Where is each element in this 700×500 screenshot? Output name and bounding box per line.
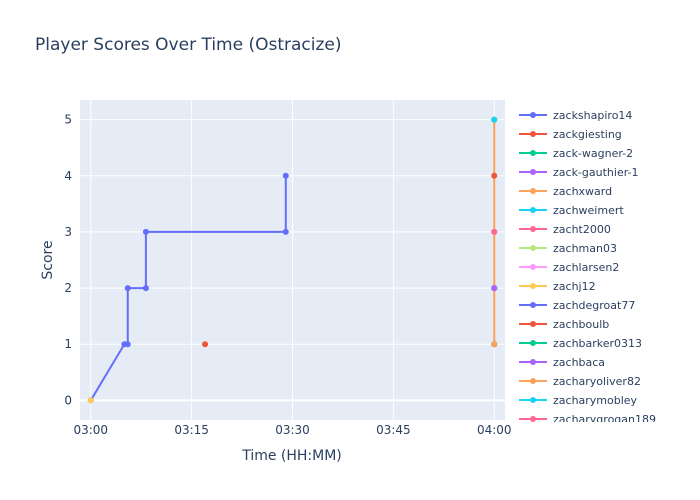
data-point	[202, 341, 209, 348]
legend-label: zachweimert	[553, 204, 624, 217]
legend-label: zachdegroat77	[553, 299, 635, 312]
legend-swatch-marker	[530, 302, 536, 308]
legend-swatch-marker	[530, 226, 536, 232]
x-tick-label: 03:00	[73, 423, 108, 437]
legend-label: zachman03	[553, 242, 617, 255]
x-axis-title: Time (HH:MM)	[241, 448, 342, 464]
legend-label: zack-wagner-2	[553, 147, 633, 160]
data-point	[87, 397, 94, 404]
data-point	[282, 228, 289, 235]
data-point	[142, 285, 149, 292]
chart-title: Player Scores Over Time (Ostracize)	[35, 35, 342, 55]
legend-item[interactable]: zachweimert	[519, 204, 624, 217]
legend-swatch-marker	[530, 397, 536, 403]
legend-label: zackgiesting	[553, 128, 622, 141]
legend-swatch-marker	[530, 416, 536, 422]
legend-label: zachbaca	[553, 356, 605, 369]
legend-label: zacht2000	[553, 223, 611, 236]
y-tick-label: 5	[64, 113, 72, 127]
y-tick-label: 3	[64, 225, 72, 239]
legend-label: zachlarsen2	[553, 261, 619, 274]
data-point	[491, 116, 498, 123]
data-point	[142, 228, 149, 235]
legend-item[interactable]: zack-wagner-2	[519, 147, 633, 160]
data-point	[491, 285, 498, 292]
legend-label: zachboulb	[553, 318, 609, 331]
legend-swatch-marker	[530, 169, 536, 175]
series-points	[87, 116, 498, 404]
legend-item[interactable]: zachj12	[519, 280, 596, 293]
legend-label: zachj12	[553, 280, 596, 293]
x-axis-ticks: 03:00 03:15 03:30 03:45 04:00	[73, 423, 511, 437]
legend-swatch-marker	[530, 150, 536, 156]
data-point	[491, 172, 498, 179]
legend-item[interactable]: zachbaca	[519, 356, 605, 369]
legend-label: zacharyoliver82	[553, 375, 641, 388]
legend-item[interactable]: zacht2000	[519, 223, 611, 236]
y-axis-ticks: 0 1 2 3 4 5	[64, 113, 72, 408]
legend-item[interactable]: zachbarker0313	[519, 337, 642, 350]
legend-swatch-marker	[530, 340, 536, 346]
y-tick-label: 0	[64, 393, 72, 407]
data-point	[282, 172, 289, 179]
data-point	[491, 341, 498, 348]
legend-item[interactable]: zachlarsen2	[519, 261, 619, 274]
legend[interactable]: zackshapiro14 zackgiesting zack-wagner-2 za…	[519, 109, 656, 426]
legend-label: zachbarker0313	[553, 337, 642, 350]
x-tick-label: 03:15	[174, 423, 209, 437]
legend-label: zack-gauthier-1	[553, 166, 639, 179]
data-point	[124, 285, 131, 292]
x-tick-label: 03:30	[275, 423, 310, 437]
legend-item[interactable]: zacharymobley	[519, 394, 638, 407]
legend-swatch-marker	[530, 207, 536, 213]
legend-swatch-marker	[530, 188, 536, 194]
legend-swatch-marker	[530, 245, 536, 251]
legend-label: zachxward	[553, 185, 612, 198]
y-tick-label: 1	[64, 337, 72, 351]
legend-item[interactable]: zachboulb	[519, 318, 609, 331]
legend-swatch-marker	[530, 321, 536, 327]
legend-item[interactable]: zachxward	[519, 185, 612, 198]
data-point	[124, 341, 131, 348]
legend-swatch-marker	[530, 131, 536, 137]
legend-item[interactable]: zacharyoliver82	[519, 375, 641, 388]
legend-label: zacharymobley	[553, 394, 638, 407]
legend-label: zacharygrogan189	[553, 413, 656, 426]
legend-swatch-marker	[530, 112, 536, 118]
legend-swatch-marker	[530, 378, 536, 384]
y-axis-title: Score	[40, 240, 56, 279]
y-tick-label: 4	[64, 169, 72, 183]
legend-item[interactable]: zackshapiro14	[519, 109, 632, 122]
legend-label: zackshapiro14	[553, 109, 632, 122]
legend-item[interactable]: zackgiesting	[519, 128, 622, 141]
legend-item[interactable]: zachdegroat77	[519, 299, 635, 312]
legend-swatch-marker	[530, 359, 536, 365]
x-tick-label: 03:45	[376, 423, 411, 437]
legend-item[interactable]: zachman03	[519, 242, 617, 255]
legend-item[interactable]: zack-gauthier-1	[519, 166, 639, 179]
legend-item[interactable]: zacharygrogan189	[519, 413, 656, 426]
data-point	[491, 228, 498, 235]
y-tick-label: 2	[64, 281, 72, 295]
x-tick-label: 04:00	[477, 423, 512, 437]
legend-swatch-marker	[530, 264, 536, 270]
legend-swatch-marker	[530, 283, 536, 289]
